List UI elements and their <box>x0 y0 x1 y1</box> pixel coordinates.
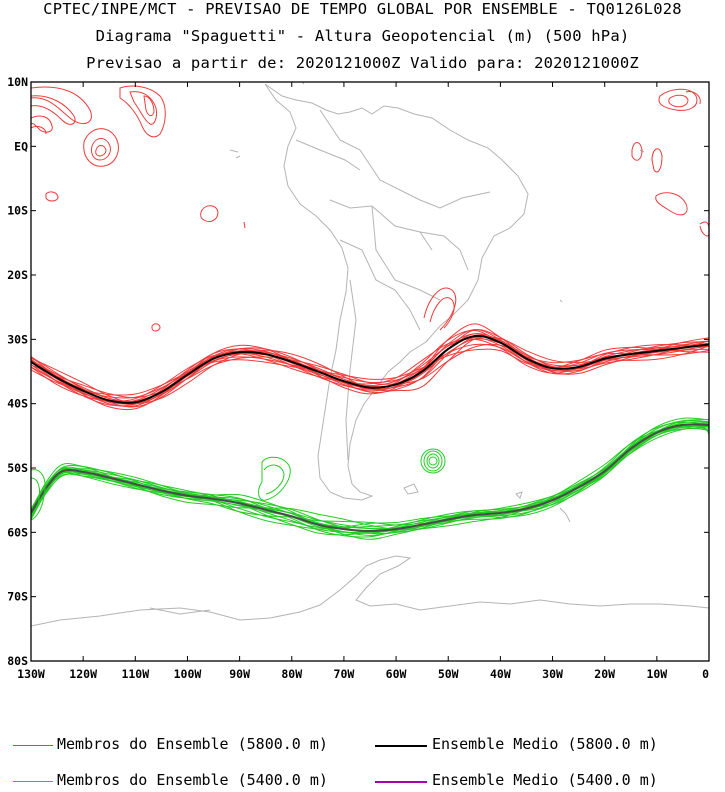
lat-tick-label: 40S <box>7 397 28 411</box>
member-5800-contour <box>31 346 709 396</box>
members-5400-group <box>31 417 709 540</box>
member-5400-contour <box>31 419 709 529</box>
member-5400-contour <box>31 423 709 534</box>
member-5800-contour <box>429 297 455 329</box>
legend-members-5800: Membros do Ensemble (5800.0 m) <box>57 735 328 753</box>
lon-tick-label: 20W <box>594 667 615 681</box>
means-group <box>31 334 709 533</box>
lon-tick-label: 100W <box>174 667 202 681</box>
legend-mean-5800: Ensemble Medio (5800.0 m) <box>432 735 658 753</box>
closed-low-5400 <box>31 425 709 521</box>
member-5800-contour <box>31 338 709 402</box>
lon-tick-label: 0 <box>702 667 709 681</box>
legend-members-5400: Membros do Ensemble (5400.0 m) <box>57 771 328 789</box>
legend-swatch-members-5800 <box>13 745 53 746</box>
lon-tick-label: 120W <box>69 667 97 681</box>
legend-mean-5400: Ensemble Medio (5400.0 m) <box>432 771 658 789</box>
chart-title: CPTEC/INPE/MCT - PREVISAO DE TEMPO GLOBA… <box>43 0 682 18</box>
lat-tick-label: 20S <box>7 268 28 282</box>
legend-swatch-members-5400 <box>13 781 53 782</box>
member-5800-contour <box>31 329 709 407</box>
legend-swatch-mean-5800 <box>375 745 427 747</box>
members-5800-group <box>31 287 709 411</box>
forecast-validity-line: Previsao a partir de: 2020121000Z Valido… <box>86 54 639 72</box>
lon-tick-label: 130W <box>17 667 45 681</box>
lat-tick-label: 50S <box>7 461 28 475</box>
lon-tick-label: 30W <box>542 667 563 681</box>
lon-tick-label: 90W <box>229 667 250 681</box>
lat-tick-label: 60S <box>7 525 28 539</box>
member-5800-contour <box>31 343 709 399</box>
lon-tick-label: 10W <box>646 667 667 681</box>
lat-tick-label: 10S <box>7 204 28 218</box>
member-5400-contour <box>31 426 709 531</box>
legend-swatch-mean-5400 <box>375 781 427 783</box>
member-5400-contour <box>31 423 709 530</box>
member-5400-contour <box>31 422 709 538</box>
lon-tick-label: 40W <box>490 667 511 681</box>
tropical-5800-blobs <box>31 85 709 332</box>
lat-tick-label: 10N <box>7 75 28 89</box>
member-5400-contour <box>31 419 709 536</box>
map-frame <box>30 81 710 662</box>
mean-5400-contour <box>31 423 709 533</box>
antarctica-coast <box>31 555 709 627</box>
mean-5800-contour <box>31 334 709 404</box>
lat-tick-label: 30S <box>7 332 28 346</box>
member-5800-contour <box>31 323 709 411</box>
south-america-coast <box>264 83 529 501</box>
lon-tick-label: 70W <box>334 667 355 681</box>
member-5400-contour <box>31 425 709 530</box>
lon-tick-label: 60W <box>386 667 407 681</box>
lat-tick-label: 80S <box>7 654 28 668</box>
lon-tick-label: 80W <box>281 667 302 681</box>
lat-tick-label: 70S <box>7 590 28 604</box>
member-5800-contour <box>31 343 709 399</box>
chart-subtitle: Diagrama "Spaguetti" - Altura Geopotenci… <box>95 27 630 45</box>
lon-tick-label: 110W <box>121 667 149 681</box>
member-5800-contour <box>423 287 457 331</box>
member-5400-contour <box>31 427 709 535</box>
member-5800-contour <box>31 335 709 404</box>
lat-tick-label: EQ <box>14 139 28 153</box>
member-5400-contour <box>31 417 709 530</box>
lon-tick-label: 50W <box>438 667 459 681</box>
member-5800-contour <box>31 329 709 408</box>
coastlines <box>31 82 709 627</box>
